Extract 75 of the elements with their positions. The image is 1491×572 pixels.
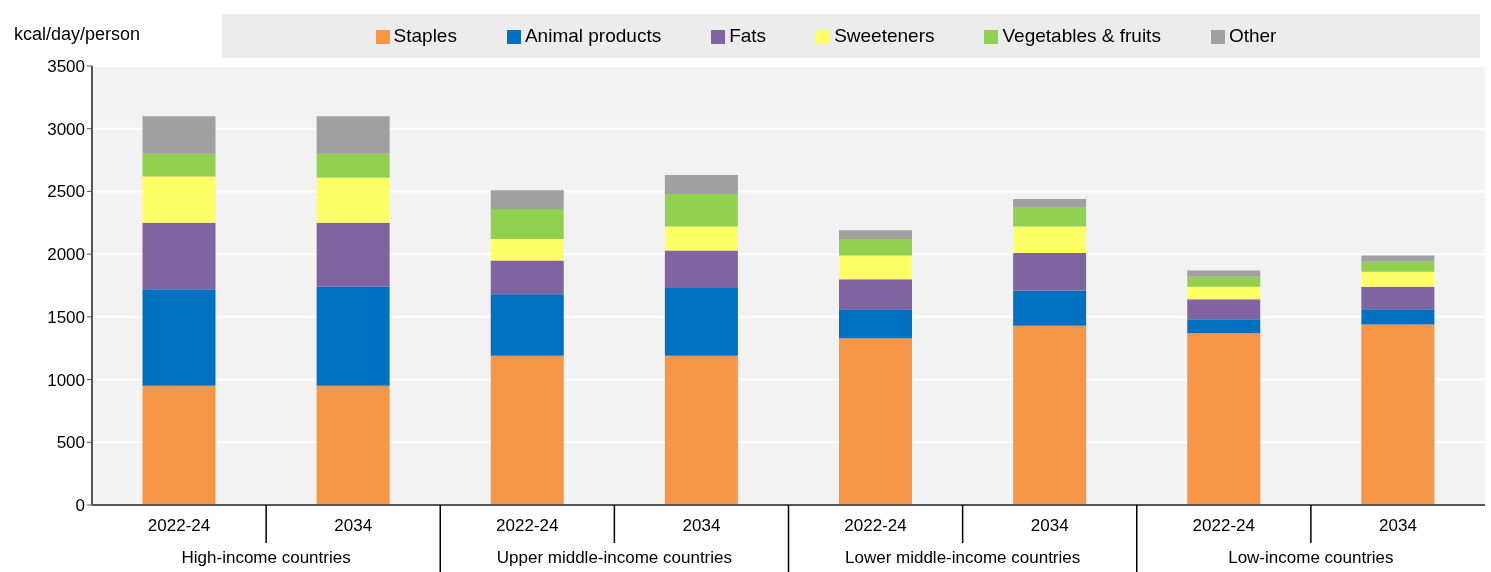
- x-tick-label: 2034: [1030, 516, 1069, 535]
- bar: [316, 286, 390, 386]
- text: Lower middle-income countries: [844, 548, 1081, 567]
- y-tick-label: 2500: [47, 182, 85, 202]
- bar: [1361, 261, 1435, 272]
- x-tick-label: 2034: [1379, 516, 1417, 535]
- y-tick-label: 1500: [47, 307, 85, 327]
- bar: [142, 289, 216, 386]
- y-tick-label: 1000: [47, 370, 85, 390]
- x-tick-label: 2034: [334, 516, 373, 535]
- bar: [664, 193, 738, 227]
- bar: [490, 294, 564, 356]
- legend-label: Vegetables & fruits: [1002, 25, 1161, 46]
- bar: [490, 190, 564, 209]
- bar: [1187, 299, 1261, 320]
- legend-label: Sweeteners: [834, 25, 935, 46]
- bar: [1187, 333, 1261, 505]
- bar: [1187, 276, 1261, 287]
- text: High-income countries: [181, 548, 351, 567]
- bar: [664, 355, 738, 505]
- bar: [1187, 286, 1261, 300]
- y-tick-label: 2000: [47, 245, 85, 265]
- bar: [664, 226, 738, 251]
- legend-label: Animal products: [524, 25, 662, 46]
- bar: [1013, 325, 1087, 505]
- bar: [142, 385, 216, 505]
- bar: [490, 239, 564, 261]
- bar: [316, 385, 390, 505]
- bar: [839, 230, 912, 240]
- text: Upper middle-income countries: [496, 548, 733, 567]
- bar: [316, 116, 390, 154]
- y-tick-label: 0: [75, 496, 85, 516]
- x-tick-label: 2022-24: [844, 516, 907, 535]
- y-tick-label: 500: [56, 433, 85, 453]
- bar: [1361, 255, 1435, 262]
- bar: [1013, 226, 1087, 253]
- bar: [839, 309, 912, 339]
- legend-label: Other: [1228, 25, 1277, 46]
- y-tick-label: 3000: [47, 119, 85, 139]
- bar: [664, 250, 738, 289]
- bar: [142, 116, 216, 154]
- bar: [664, 288, 738, 356]
- bar: [839, 279, 912, 310]
- bar: [142, 176, 216, 223]
- bar: [664, 175, 738, 194]
- bar: [839, 338, 912, 505]
- bar: [490, 260, 564, 295]
- bar: [839, 239, 912, 256]
- bar: [1361, 271, 1435, 287]
- bar: [490, 208, 564, 240]
- bar: [1361, 309, 1435, 325]
- bar: [316, 153, 390, 178]
- bar: [316, 177, 390, 223]
- legend-label: Staples: [393, 25, 457, 46]
- y-axis-title: kcal/day/person: [14, 24, 141, 45]
- bar: [490, 355, 564, 505]
- bar: [1361, 286, 1435, 310]
- bar: [1013, 290, 1087, 326]
- y-tick-label: 3500: [47, 57, 85, 77]
- bar: [1187, 319, 1261, 334]
- bar: [1013, 207, 1087, 227]
- bar: [1187, 270, 1261, 277]
- bar: [1013, 198, 1087, 208]
- bar: [142, 153, 216, 177]
- x-tick-label: 2034: [682, 516, 721, 535]
- x-tick-label: 2022-24: [496, 516, 559, 535]
- legend-label: Fats: [729, 25, 767, 46]
- bar: [316, 222, 390, 287]
- x-tick-label: 2022-24: [147, 516, 211, 535]
- bar: [1361, 324, 1435, 505]
- x-tick-label: 2022-24: [1192, 516, 1256, 535]
- bar: [142, 222, 216, 290]
- bar: [839, 255, 912, 280]
- bar: [1013, 252, 1087, 291]
- text: Low-income countries: [1228, 548, 1394, 567]
